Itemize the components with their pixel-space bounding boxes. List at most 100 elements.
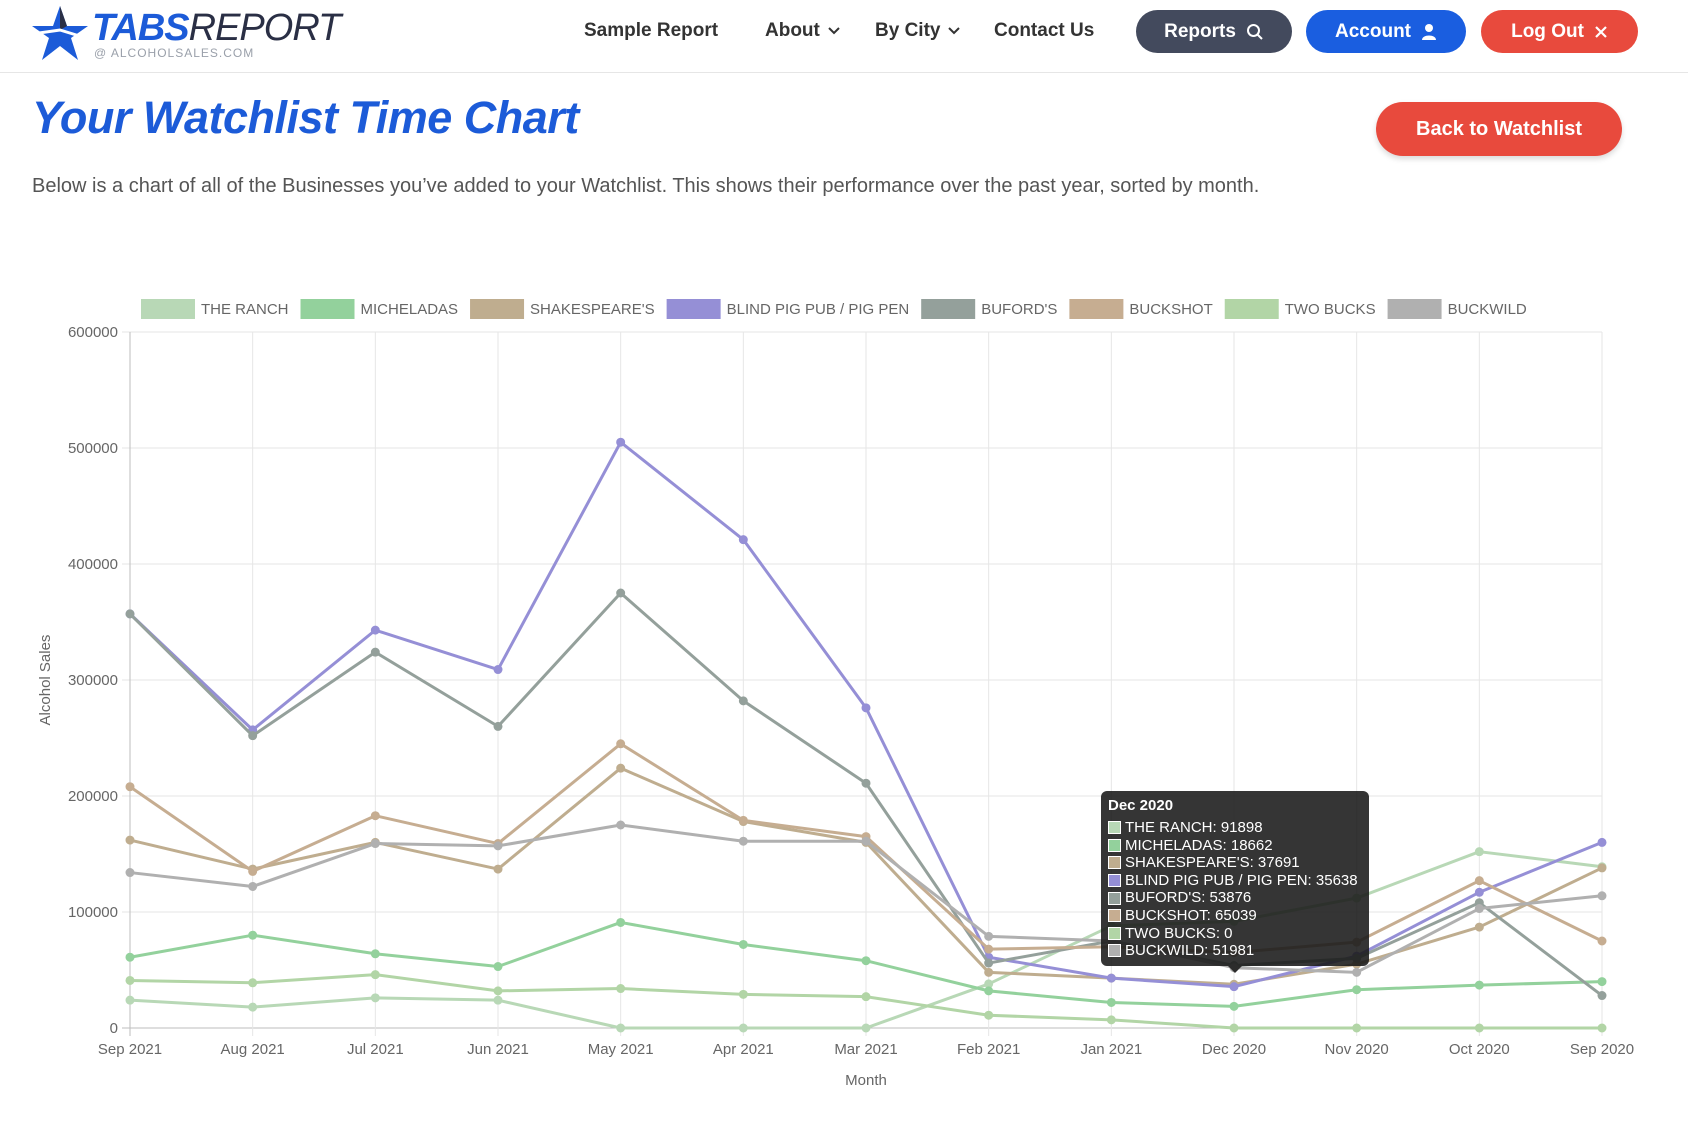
x-tick-label: Apr 2021 <box>713 1041 774 1058</box>
data-point <box>1474 980 1484 990</box>
tooltip-row: BLIND PIG PUB / PIG PEN: 35638 <box>1108 872 1362 890</box>
data-point <box>1474 1023 1484 1033</box>
nav-by-city[interactable]: By City <box>875 20 961 42</box>
nav-contact-us[interactable]: Contact Us <box>994 20 1095 41</box>
data-point <box>370 949 380 959</box>
nav-by-city-label: By City <box>875 20 941 41</box>
nav-sample-report[interactable]: Sample Report <box>584 20 719 41</box>
data-point <box>1474 876 1484 886</box>
legend-label: BUCKWILD <box>1448 301 1527 318</box>
legend-swatch <box>1224 299 1279 319</box>
tooltip-row-text: SHAKESPEARE'S: 37691 <box>1125 854 1300 872</box>
x-tick-label: Aug 2021 <box>221 1041 285 1058</box>
tooltip-row: TWO BUCKS: 0 <box>1108 925 1362 943</box>
data-point <box>493 986 503 996</box>
legend-swatch <box>1069 299 1124 319</box>
logo-wordmark: TABSREPORT <box>92 6 342 50</box>
chevron-down-icon <box>828 27 840 35</box>
data-point <box>1474 922 1484 932</box>
nav-about[interactable]: About <box>765 20 840 42</box>
top-navigation: TABSREPORT @ ALCOHOLSALES.COM Sample Rep… <box>0 0 1688 73</box>
tooltip-swatch <box>1108 856 1121 870</box>
y-axis-title: Alcohol Sales <box>37 635 54 726</box>
data-point <box>1352 967 1362 977</box>
data-point <box>493 721 503 731</box>
data-point <box>861 778 871 788</box>
data-point <box>1474 887 1484 897</box>
data-point <box>248 731 258 741</box>
x-tick-label: Mar 2021 <box>834 1041 897 1058</box>
data-point <box>616 984 626 994</box>
data-point <box>861 992 871 1002</box>
y-tick-label: 0 <box>110 1020 118 1037</box>
data-point <box>616 1023 626 1033</box>
legend-swatch <box>470 299 525 319</box>
data-point <box>1474 904 1484 914</box>
tooltip-swatch <box>1108 926 1121 940</box>
tooltip-row: BUFORD'S: 53876 <box>1108 889 1362 907</box>
star-icon <box>31 6 88 60</box>
data-point <box>248 866 258 876</box>
logo-rest: REPORT <box>188 7 342 49</box>
data-point <box>616 763 626 773</box>
account-label: Account <box>1335 20 1411 42</box>
data-point <box>616 739 626 749</box>
y-tick-label: 100000 <box>68 904 118 921</box>
data-point <box>493 665 503 675</box>
data-point <box>738 815 748 825</box>
tooltip-swatch <box>1108 944 1121 958</box>
x-tick-label: Jun 2021 <box>467 1041 529 1058</box>
legend-item: BLIND PIG PUB / PIG PEN <box>666 299 909 319</box>
data-point <box>616 588 626 598</box>
tooltip-row-text: BUFORD'S: 53876 <box>1125 889 1252 907</box>
data-point <box>1597 837 1607 847</box>
tooltip-title: Dec 2020 <box>1108 797 1174 814</box>
data-point <box>493 962 503 972</box>
data-point <box>125 782 135 792</box>
data-point <box>616 917 626 927</box>
tooltip-row-text: BUCKSHOT: 65039 <box>1125 906 1257 924</box>
legend-label: MICHELADAS <box>361 301 459 318</box>
data-point <box>1597 977 1607 987</box>
data-point <box>125 995 135 1005</box>
chart-series <box>125 437 1607 1033</box>
tabsreport-logo[interactable]: TABSREPORT @ ALCOHOLSALES.COM <box>30 4 341 64</box>
data-point <box>370 993 380 1003</box>
data-point <box>1597 936 1607 946</box>
tooltip-swatch <box>1108 821 1121 835</box>
account-button[interactable]: Account <box>1306 10 1466 53</box>
data-point <box>738 989 748 999</box>
logout-label: Log Out <box>1511 20 1584 42</box>
data-point <box>1597 863 1607 873</box>
data-point <box>861 703 871 713</box>
page-description: Below is a chart of all of the Businesse… <box>32 175 1260 197</box>
tooltip-row: THE RANCH: 91898 <box>1108 819 1362 837</box>
legend-label: THE RANCH <box>201 301 289 318</box>
tooltip-caret <box>1228 966 1242 973</box>
reports-button[interactable]: Reports <box>1136 10 1292 53</box>
legend-swatch <box>141 299 195 319</box>
data-point <box>248 930 258 940</box>
tooltip-row: BUCKWILD: 51981 <box>1108 942 1362 960</box>
data-point <box>861 956 871 966</box>
data-point <box>616 437 626 447</box>
chevron-down-icon <box>948 27 961 35</box>
data-point <box>493 995 503 1005</box>
legend-item: SHAKESPEARE'S <box>470 299 655 319</box>
user-icon <box>1422 23 1436 40</box>
data-point <box>493 841 503 851</box>
legend-item: MICHELADAS <box>300 299 459 319</box>
legend-swatch <box>921 299 976 319</box>
data-point <box>370 839 380 849</box>
tooltip-row-text: TWO BUCKS: 0 <box>1125 924 1233 942</box>
data-point <box>616 820 626 830</box>
data-point <box>125 835 135 845</box>
data-point <box>248 881 258 891</box>
data-point <box>1229 1001 1239 1011</box>
data-point <box>861 836 871 846</box>
tooltip-row: BUCKSHOT: 65039 <box>1108 907 1362 925</box>
back-to-watchlist-button[interactable]: Back to Watchlist <box>1376 102 1622 156</box>
tooltip-row-text: THE RANCH: 91898 <box>1125 819 1263 836</box>
data-point <box>1106 1015 1116 1025</box>
logout-button[interactable]: Log Out <box>1481 10 1638 53</box>
